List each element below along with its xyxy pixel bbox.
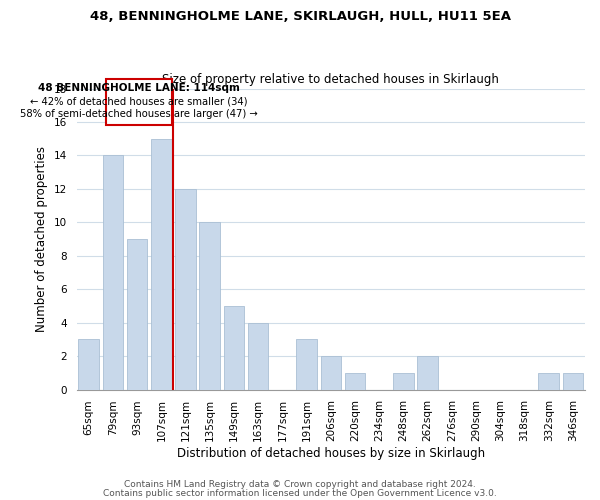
Bar xyxy=(224,306,244,390)
Bar xyxy=(151,138,172,390)
Bar xyxy=(393,373,414,390)
Title: Size of property relative to detached houses in Skirlaugh: Size of property relative to detached ho… xyxy=(163,73,499,86)
Bar xyxy=(418,356,438,390)
Bar xyxy=(296,340,317,390)
Text: Contains public sector information licensed under the Open Government Licence v3: Contains public sector information licen… xyxy=(103,489,497,498)
X-axis label: Distribution of detached houses by size in Skirlaugh: Distribution of detached houses by size … xyxy=(177,447,485,460)
Text: ← 42% of detached houses are smaller (34): ← 42% of detached houses are smaller (34… xyxy=(31,96,248,106)
Text: Contains HM Land Registry data © Crown copyright and database right 2024.: Contains HM Land Registry data © Crown c… xyxy=(124,480,476,489)
Bar xyxy=(127,239,148,390)
Bar xyxy=(103,156,123,390)
Bar xyxy=(79,340,99,390)
Text: 58% of semi-detached houses are larger (47) →: 58% of semi-detached houses are larger (… xyxy=(20,110,258,120)
Bar xyxy=(538,373,559,390)
Text: 48 BENNINGHOLME LANE: 114sqm: 48 BENNINGHOLME LANE: 114sqm xyxy=(38,82,240,92)
Bar xyxy=(199,222,220,390)
Text: 48, BENNINGHOLME LANE, SKIRLAUGH, HULL, HU11 5EA: 48, BENNINGHOLME LANE, SKIRLAUGH, HULL, … xyxy=(89,10,511,23)
Bar xyxy=(320,356,341,390)
Bar xyxy=(175,189,196,390)
Bar xyxy=(563,373,583,390)
FancyBboxPatch shape xyxy=(106,78,172,126)
Bar xyxy=(248,322,268,390)
Y-axis label: Number of detached properties: Number of detached properties xyxy=(35,146,48,332)
Bar xyxy=(345,373,365,390)
